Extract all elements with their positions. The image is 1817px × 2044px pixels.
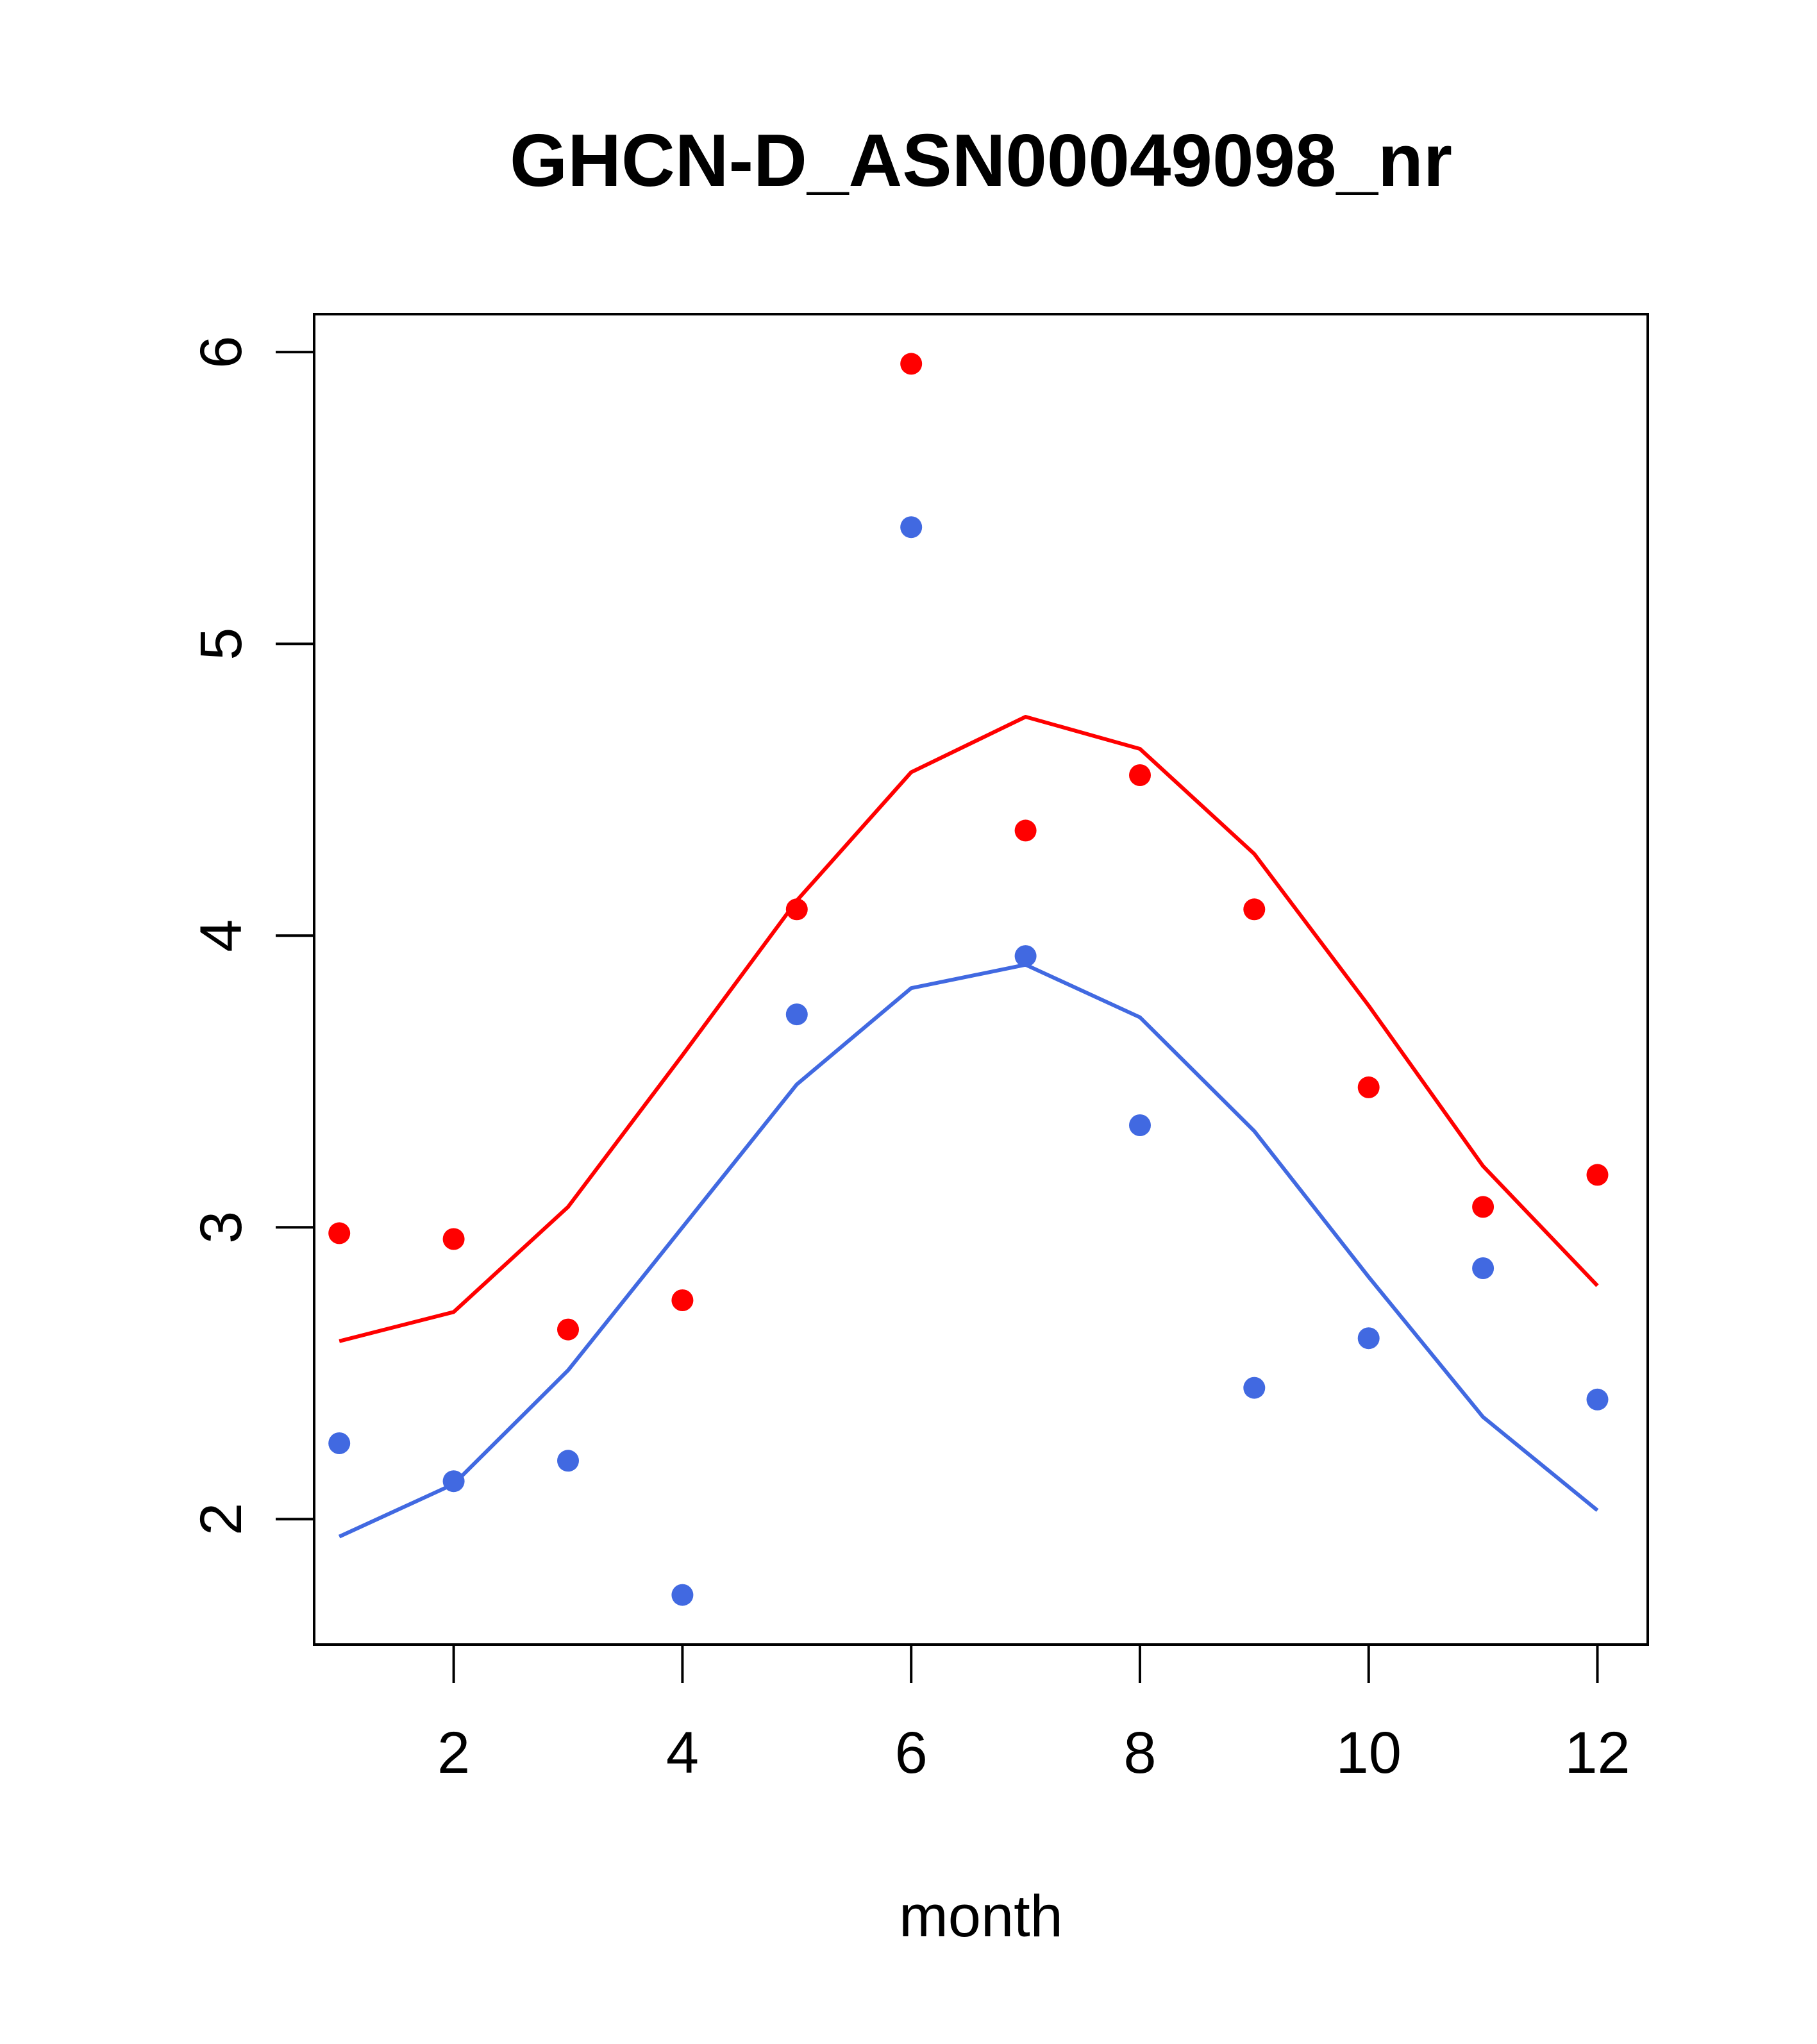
y-axis: 2 3 4 5 6: [188, 336, 315, 1536]
data-point: [1243, 898, 1266, 921]
data-point: [1586, 1388, 1609, 1411]
data-point: [1357, 1327, 1380, 1350]
x-tick-label: 8: [1123, 1720, 1156, 1786]
series-line: [338, 962, 1599, 1539]
data-point: [1014, 819, 1037, 842]
data-point: [1357, 1076, 1380, 1098]
data-point: [442, 1470, 465, 1493]
x-tick-label: 2: [437, 1720, 470, 1786]
x-axis-label: month: [899, 1884, 1063, 1949]
y-tick-label: 4: [188, 919, 254, 952]
data-point: [442, 1228, 465, 1250]
data-point: [671, 1289, 694, 1311]
x-tick-label: 10: [1336, 1720, 1402, 1786]
data-point: [1129, 764, 1151, 786]
data-point: [1472, 1257, 1495, 1279]
series-layer: [328, 353, 1609, 1606]
data-point: [785, 1003, 808, 1026]
chart-title: GHCN-D_ASN00049098_nr: [510, 119, 1452, 202]
data-point: [785, 898, 808, 921]
y-tick-label: 5: [188, 628, 254, 660]
x-tick-label: 12: [1564, 1720, 1630, 1786]
plot-frame: [313, 313, 1649, 1646]
data-point: [900, 353, 923, 375]
data-point: [1243, 1377, 1266, 1399]
data-point: [900, 516, 923, 539]
y-tick-label: 6: [188, 336, 254, 369]
data-point: [1129, 1114, 1151, 1136]
data-point: [1472, 1196, 1495, 1218]
data-point: [557, 1318, 579, 1341]
data-point: [671, 1584, 694, 1606]
data-point: [1586, 1164, 1609, 1186]
data-point: [328, 1432, 351, 1454]
data-point: [1014, 945, 1037, 968]
series-line: [339, 715, 1599, 1343]
data-point: [328, 1222, 351, 1244]
data-point: [557, 1450, 579, 1472]
y-tick-label: 3: [188, 1211, 254, 1244]
y-tick-label: 2: [188, 1503, 254, 1536]
x-tick-label: 4: [666, 1720, 699, 1786]
x-tick-label: 6: [895, 1720, 928, 1786]
x-axis: 2 4 6 8 10 12: [437, 1643, 1630, 1786]
